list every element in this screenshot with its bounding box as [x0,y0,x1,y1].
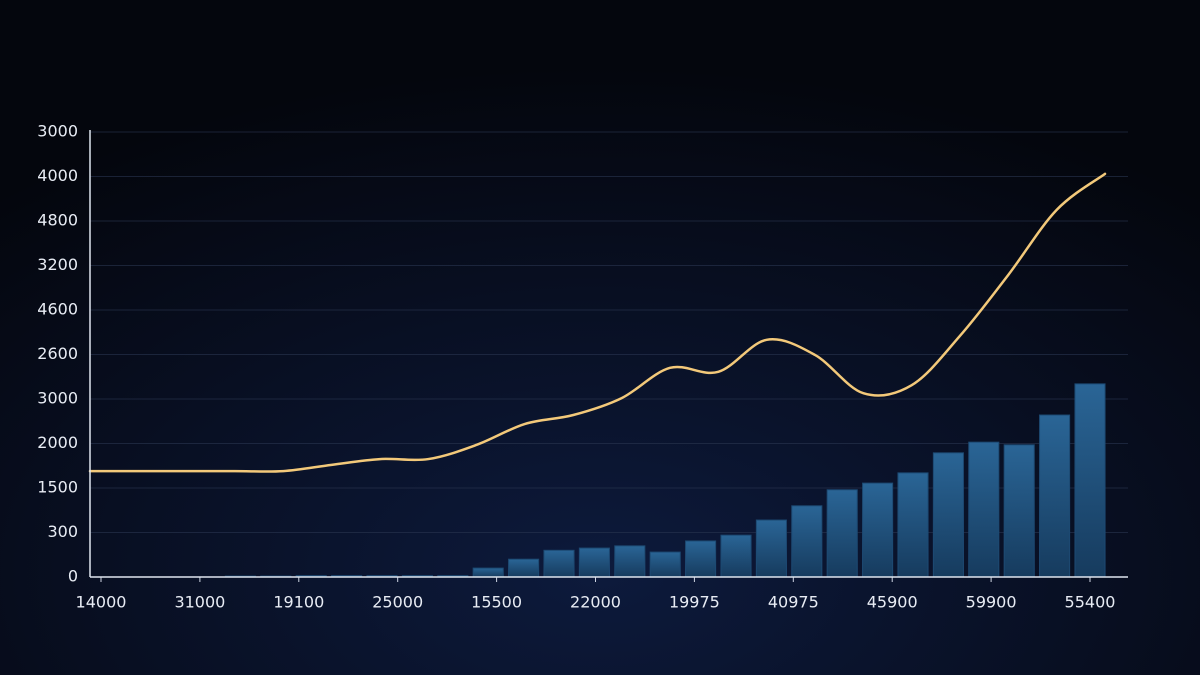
bar [1074,383,1106,578]
bar [685,540,717,578]
bar [897,472,929,578]
x-tick-label: 19100 [273,593,324,612]
x-tick-label: 14000 [76,593,127,612]
x-tick-label: 22000 [570,593,621,612]
bar [932,452,964,578]
bar [578,547,610,578]
bar [472,567,504,578]
x-tick-label: 25000 [372,593,423,612]
plot: 0 300 1500 2000 3000 2600 4600 3200 4800 4000 3000… [37,122,1128,612]
y-tick-label: 4600 [37,300,78,319]
y-tick-label: 0 [68,567,78,586]
bar [649,551,681,578]
y-tick-label: 3200 [37,255,78,274]
y-tick-label: 3000 [37,389,78,408]
x-tick-label: 19975 [669,593,720,612]
y-tick-label: 300 [47,522,78,541]
bar [791,505,823,578]
bar [720,534,752,578]
bar [755,519,787,578]
bar [862,482,894,578]
bar [826,489,858,578]
y-tick-label: 2600 [37,344,78,363]
y-tick-label: 3000 [37,122,78,141]
bar [614,545,646,578]
y-tick-label: 1500 [37,478,78,497]
bar [1003,444,1035,578]
bar [508,558,540,578]
y-tick-label: 4000 [37,166,78,185]
bar [543,549,575,578]
bar [1039,414,1071,578]
x-tick-label: 59900 [966,593,1017,612]
x-tick-label: 55400 [1065,593,1116,612]
y-tick-label: 4800 [37,211,78,230]
x-tick-label: 45900 [867,593,918,612]
x-tick-label: 15500 [471,593,522,612]
x-tick-label: 40975 [768,593,819,612]
y-tick-label: 2000 [37,433,78,452]
x-tick-label: 31000 [174,593,225,612]
line-series [88,172,1107,473]
bar [968,441,1000,578]
